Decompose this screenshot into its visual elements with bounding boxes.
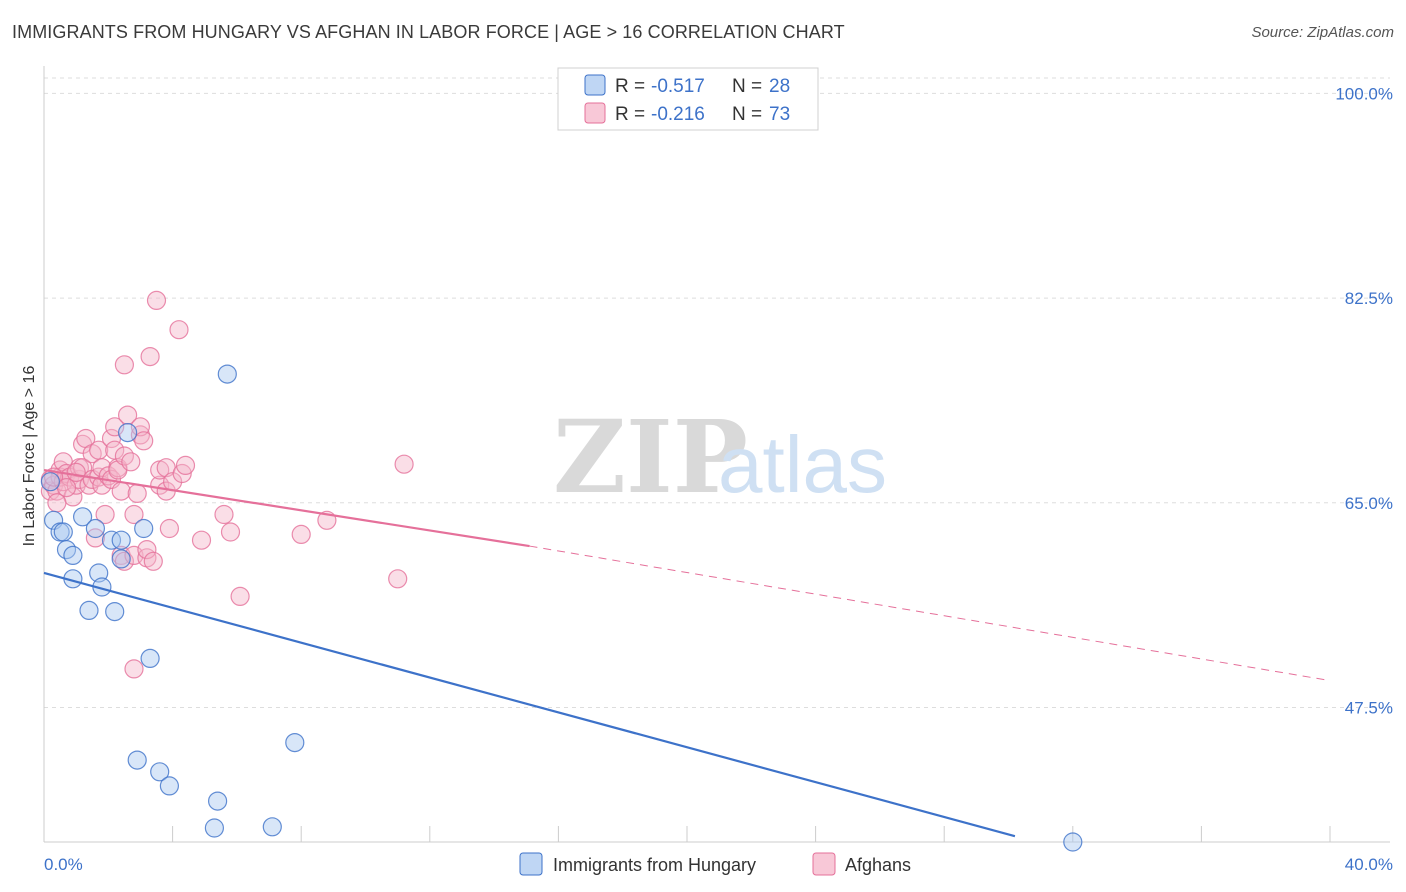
- point-hungary: [208, 791, 228, 811]
- bottom-legend-swatch-hungary: [519, 852, 543, 876]
- point-afghans: [146, 290, 167, 310]
- legend-n-label-1: N =: [732, 76, 762, 97]
- point-hungary: [127, 750, 147, 770]
- grid-lines: [44, 77, 1390, 708]
- point-hungary: [117, 423, 138, 443]
- point-afghans: [95, 504, 115, 525]
- legend-n-label-2: N =: [732, 104, 762, 125]
- point-hungary: [285, 732, 305, 753]
- point-hungary: [262, 817, 282, 837]
- legend-r-label-1: R =: [615, 76, 645, 97]
- y-tick-label: 47.5%: [1345, 698, 1393, 717]
- point-afghans: [56, 478, 77, 498]
- point-afghans: [66, 462, 86, 482]
- point-afghans: [388, 569, 408, 589]
- point-hungary: [217, 364, 237, 384]
- point-afghans: [214, 504, 234, 525]
- legend-r-value-1: -0.517: [651, 76, 705, 97]
- bottom-legend-hungary: Immigrants from Hungary: [553, 855, 756, 875]
- trend-lines: [43, 468, 1331, 838]
- trend-line-hungary: [43, 571, 1016, 838]
- data-points: [40, 290, 1083, 852]
- point-afghans: [114, 551, 135, 571]
- point-afghans: [159, 518, 179, 539]
- point-afghans: [124, 504, 144, 525]
- point-hungary: [111, 530, 131, 550]
- point-hungary: [204, 818, 224, 838]
- watermark-zip: ZIP: [553, 398, 748, 516]
- point-hungary: [111, 549, 131, 569]
- point-afghans: [124, 659, 144, 679]
- legend-r-label-2: R =: [615, 104, 645, 125]
- legend-n-value-1: 28: [769, 76, 790, 97]
- point-hungary: [140, 648, 160, 669]
- x-tick-label-max: 40.0%: [1345, 855, 1393, 874]
- point-afghans: [291, 524, 311, 545]
- point-hungary: [53, 522, 73, 542]
- point-afghans: [220, 522, 241, 542]
- point-afghans: [127, 483, 147, 503]
- x-tick-labels: 0.0% 40.0%: [44, 855, 1393, 874]
- source-label: Source: ZipAtlas.com: [1251, 24, 1394, 41]
- point-hungary: [72, 507, 93, 527]
- axes: [43, 66, 1390, 843]
- legend-swatch-blue: [584, 74, 606, 96]
- point-hungary: [1063, 832, 1083, 852]
- bottom-legend: Immigrants from Hungary Afghans: [519, 852, 911, 876]
- trend-line-afghans-extension: [529, 545, 1331, 682]
- point-afghans: [169, 320, 189, 340]
- legend: R = -0.517 N = 28 R = -0.216 N = 73: [557, 67, 819, 131]
- point-afghans: [114, 355, 135, 375]
- point-afghans: [143, 551, 163, 571]
- point-afghans: [140, 347, 160, 367]
- point-afghans: [175, 455, 196, 475]
- bottom-legend-swatch-afghans: [812, 852, 836, 876]
- y-tick-labels: 47.5% 65.0% 82.5% 100.0%: [1335, 84, 1393, 717]
- x-tick-label-min: 0.0%: [44, 855, 83, 874]
- point-hungary: [150, 762, 170, 782]
- watermark: ZIP atlas: [553, 398, 887, 516]
- y-tick-label: 65.0%: [1345, 494, 1393, 513]
- point-afghans: [394, 454, 414, 474]
- point-afghans: [111, 481, 131, 501]
- legend-n-value-2: 73: [769, 104, 790, 125]
- point-hungary: [159, 776, 179, 796]
- legend-r-value-2: -0.216: [651, 104, 705, 125]
- point-afghans: [121, 452, 141, 472]
- y-tick-label: 100.0%: [1335, 84, 1393, 103]
- trend-line-afghans: [43, 468, 530, 548]
- point-hungary: [105, 601, 125, 622]
- point-hungary: [101, 530, 122, 550]
- watermark-atlas: atlas: [718, 420, 887, 509]
- point-afghans: [230, 586, 250, 607]
- bottom-legend-afghans: Afghans: [845, 855, 911, 875]
- point-afghans: [134, 431, 154, 451]
- y-axis-label: In Labor Force | Age > 16: [21, 366, 38, 547]
- point-hungary: [63, 545, 83, 566]
- legend-swatch-pink: [584, 102, 606, 124]
- point-hungary: [85, 518, 106, 539]
- point-afghans: [191, 530, 212, 550]
- point-hungary: [79, 600, 99, 621]
- point-hungary: [40, 472, 61, 492]
- point-hungary: [134, 518, 154, 539]
- chart-title: IMMIGRANTS FROM HUNGARY VS AFGHAN IN LAB…: [12, 22, 845, 42]
- y-tick-label: 82.5%: [1345, 289, 1393, 308]
- point-afghans: [137, 539, 157, 560]
